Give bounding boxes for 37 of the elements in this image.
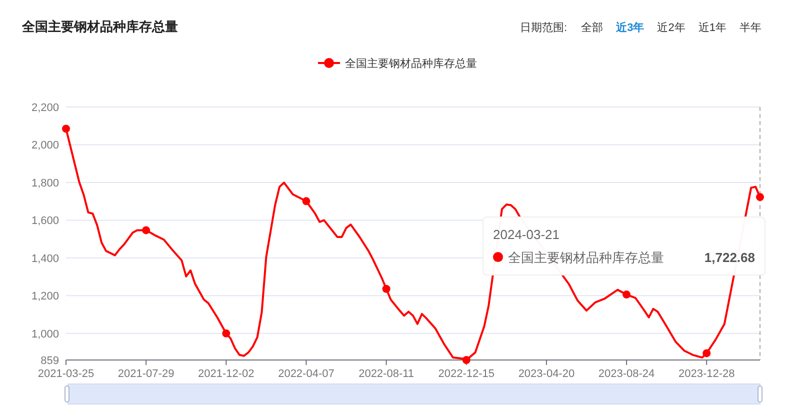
annotation: 全国主要钢材品种库存总量 xyxy=(508,250,664,266)
point xyxy=(142,226,150,234)
annotation: 2024-03-21 xyxy=(493,227,560,242)
x-tick-label: 2022-12-15 xyxy=(438,368,495,380)
point xyxy=(622,290,631,299)
point xyxy=(302,197,310,206)
text: 全部 xyxy=(581,21,604,34)
annotation: 1,722.68 xyxy=(704,250,755,266)
text: 日期范围: xyxy=(520,21,568,34)
y-tick-label: 1,600 xyxy=(31,215,59,228)
legend-label: 全国主要钢材品种库存总量 xyxy=(345,57,477,70)
text: 近1年 xyxy=(698,21,726,34)
x-tick-label: 2023-12-28 xyxy=(678,368,735,380)
x-tick-label: 2022-04-07 xyxy=(278,368,334,380)
x-tick-label: 2021-03-25 xyxy=(38,368,94,380)
y-tick-label: 1,200 xyxy=(31,290,59,303)
point xyxy=(756,193,764,202)
y-tick-label: 2,000 xyxy=(31,140,59,152)
point xyxy=(382,284,390,293)
y-tick-label: 1,000 xyxy=(31,328,59,340)
chart-title: 全国主要钢材品种库存总量 xyxy=(21,19,178,34)
y-tick-label: 1,800 xyxy=(31,177,59,190)
text: 近3年 xyxy=(615,21,644,34)
x-tick-label: 2023-08-24 xyxy=(598,368,655,380)
point xyxy=(462,356,470,364)
x-tick-label: 2021-07-29 xyxy=(118,368,174,380)
x-tick-label: 2022-08-11 xyxy=(358,368,414,380)
x-tick-label: 2021-12-02 xyxy=(198,368,254,380)
y-tick-label: 1,400 xyxy=(31,252,59,265)
text: 近2年 xyxy=(657,21,686,34)
text: 半年 xyxy=(739,21,762,34)
x-tick-label: 2023-04-20 xyxy=(518,368,575,380)
y-tick-label: 859 xyxy=(40,355,59,367)
point xyxy=(222,329,230,338)
point xyxy=(62,124,70,133)
point xyxy=(702,349,711,358)
y-tick-label: 2,200 xyxy=(31,102,59,114)
